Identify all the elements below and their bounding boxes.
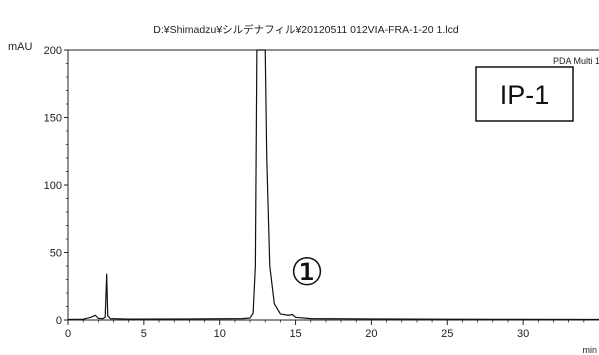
- detector-label: PDA Multi 1: [553, 56, 599, 66]
- x-axis: 0 5 10 15 20 25 30: [65, 320, 585, 340]
- series-line: [67, 49, 599, 321]
- y-tick-label: 200: [44, 45, 62, 57]
- x-tick-label: 10: [214, 328, 226, 340]
- x-tick-label: 20: [365, 328, 377, 340]
- y-tick-label: 100: [44, 180, 62, 192]
- x-tick-label: 5: [141, 328, 147, 340]
- y-tick-label: 150: [44, 113, 62, 125]
- chart-title: D:¥Shimadzu¥シルデナフィル¥20120511 012VIA-FRA-…: [153, 23, 459, 36]
- x-tick-label: 25: [441, 328, 453, 340]
- x-tick-label: 0: [65, 328, 71, 340]
- x-axis-label: min: [582, 345, 597, 355]
- y-tick-label: 0: [56, 315, 62, 327]
- y-tick-label: 50: [50, 248, 62, 260]
- sample-badge-box: [475, 66, 574, 122]
- y-axis-label: mAU: [8, 41, 33, 53]
- x-tick-label: 15: [289, 328, 301, 340]
- peak-marker: ①: [290, 250, 324, 294]
- series-group: [67, 49, 599, 321]
- y-axis: 0 50 100 150 200: [44, 45, 68, 327]
- x-tick-label: 30: [517, 328, 529, 340]
- sample-badge: IP-1: [500, 80, 550, 110]
